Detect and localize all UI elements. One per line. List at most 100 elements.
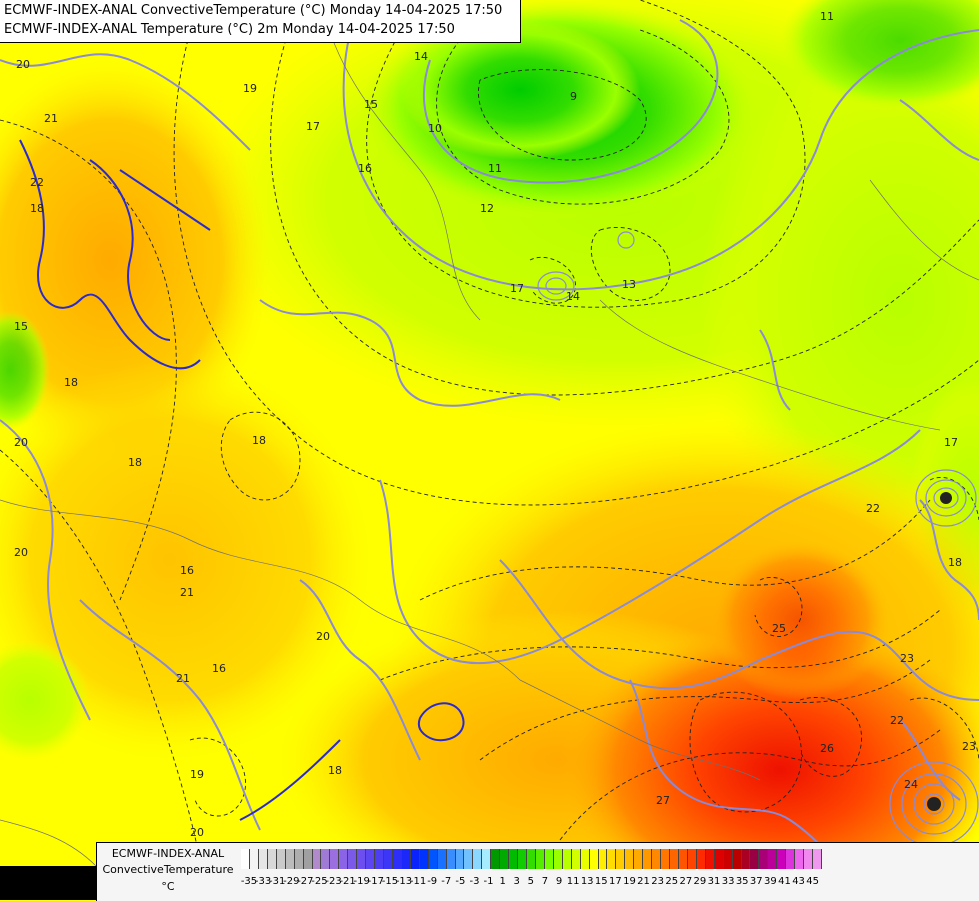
contour-label: 20 <box>14 546 28 559</box>
contour-label: 24 <box>904 778 918 791</box>
contour-label: 19 <box>243 82 257 95</box>
legend-tick-label: 39 <box>764 876 777 887</box>
legend-swatch <box>518 849 527 869</box>
legend-variable: ConvectiveTemperature <box>102 863 234 876</box>
legend-swatch <box>249 849 259 869</box>
contour-label: 18 <box>128 456 142 469</box>
contour-label: 27 <box>656 794 670 807</box>
legend-swatch <box>321 849 331 869</box>
legend-tick-label: -27 <box>297 876 314 887</box>
legend-swatch <box>303 849 313 869</box>
legend-swatch <box>312 849 322 869</box>
legend-tick-label: -11 <box>409 876 427 887</box>
contour-labels: 20 21 19 22 18 17 16 15 14 10 12 11 17 14 13 11 18 15 18 20… <box>14 10 976 839</box>
contour-label: 16 <box>180 564 194 577</box>
legend-tick-label: 29 <box>693 876 707 887</box>
contour-label: 18 <box>252 434 266 447</box>
legend-tick-label: 19 <box>623 876 636 887</box>
legend-swatch <box>777 849 787 869</box>
legend-swatch <box>804 849 813 869</box>
legend-swatch <box>366 849 376 869</box>
legend-tick-label: -35 <box>240 876 258 887</box>
legend-tick-label: 9 <box>555 876 563 887</box>
contour-label: 11 <box>488 162 502 175</box>
contour-label: 20 <box>14 436 28 449</box>
legend-swatch <box>544 849 554 869</box>
legend-tick-label: -21 <box>339 876 356 887</box>
contour-label: 18 <box>30 202 44 215</box>
title-box: ECMWF-INDEX-ANAL ConvectiveTemperature (… <box>0 0 521 43</box>
contour-label: 23 <box>900 652 914 665</box>
legend-swatch <box>491 849 501 869</box>
contour-label: 17 <box>944 436 958 449</box>
legend-tick-label: -9 <box>427 876 438 887</box>
legend-tick-label: 41 <box>778 876 791 887</box>
title-line-1: ECMWF-INDEX-ANAL ConvectiveTemperature (… <box>4 3 503 18</box>
legend-tick-label: 45 <box>806 876 820 887</box>
legend-swatch <box>401 849 411 869</box>
legend-swatch <box>446 849 456 869</box>
legend-swatch <box>267 849 277 869</box>
legend-tick-label: -1 <box>483 876 494 887</box>
legend-swatch <box>553 849 563 869</box>
legend-color-bar <box>241 849 822 869</box>
legend-tick-label: 35 <box>735 876 749 887</box>
legend-swatch <box>428 849 438 869</box>
legend-swatch <box>598 849 608 869</box>
contour-label: 22 <box>890 714 904 727</box>
orange-west <box>0 60 270 460</box>
legend-swatch <box>678 849 688 869</box>
contour-label: 26 <box>820 742 834 755</box>
contour-label: 16 <box>358 162 372 175</box>
legend-swatch <box>786 849 796 869</box>
contour-label: 11 <box>820 10 834 23</box>
legend-tick-label: -25 <box>311 876 328 887</box>
legend-swatch <box>750 849 760 869</box>
legend-tick-label: 11 <box>566 876 580 887</box>
legend-swatch <box>732 849 742 869</box>
lime-west-edge <box>0 310 50 430</box>
legend-swatch <box>276 849 286 869</box>
legend-swatch <box>759 849 769 869</box>
contour-label: 20 <box>16 58 30 71</box>
legend-tick-label: 3 <box>513 876 520 887</box>
legend-swatch <box>258 849 268 869</box>
legend-swatch <box>670 849 679 869</box>
legend-swatch <box>384 849 393 869</box>
legend-tick-label: 13 <box>580 876 594 887</box>
green-northeast <box>780 0 979 110</box>
legend-tick-label: 43 <box>792 876 805 887</box>
orange-southwest <box>0 360 370 760</box>
legend-swatch <box>705 849 715 869</box>
title-line-2: ECMWF-INDEX-ANAL Temperature (°C) 2m Mon… <box>4 22 455 37</box>
contour-label: 17 <box>510 282 524 295</box>
contour-label: 12 <box>480 202 494 215</box>
legend-tick-label: 21 <box>637 876 650 887</box>
contour-label: 18 <box>328 764 342 777</box>
contour-label: 22 <box>866 502 880 515</box>
legend-swatch <box>294 849 304 869</box>
contour-label: 17 <box>306 120 320 133</box>
legend-tick-label: -29 <box>283 876 300 887</box>
legend-swatch <box>464 849 474 869</box>
green-cold-core-2 <box>400 20 640 160</box>
color-legend: ECMWF-INDEX-ANAL ConvectiveTemperature °… <box>96 842 979 901</box>
contour-label: 9 <box>570 90 577 103</box>
contour-label: 20 <box>190 826 204 839</box>
legend-swatch <box>375 849 384 869</box>
legend-swatch <box>652 849 662 869</box>
legend-swatch <box>535 849 545 869</box>
legend-tick-label: -7 <box>441 876 452 887</box>
contour-label: 14 <box>414 50 428 63</box>
contour-label: 18 <box>948 556 962 569</box>
contour-label: 22 <box>30 176 44 189</box>
contour-label: 15 <box>14 320 28 333</box>
contour-label: 15 <box>364 98 378 111</box>
legend-swatch <box>348 849 358 869</box>
legend-swatch <box>634 849 644 869</box>
legend-swatch <box>607 849 617 869</box>
legend-swatch <box>482 849 492 869</box>
contour-label: 25 <box>772 622 786 635</box>
legend-swatch <box>625 849 635 869</box>
legend-swatch <box>330 849 340 869</box>
